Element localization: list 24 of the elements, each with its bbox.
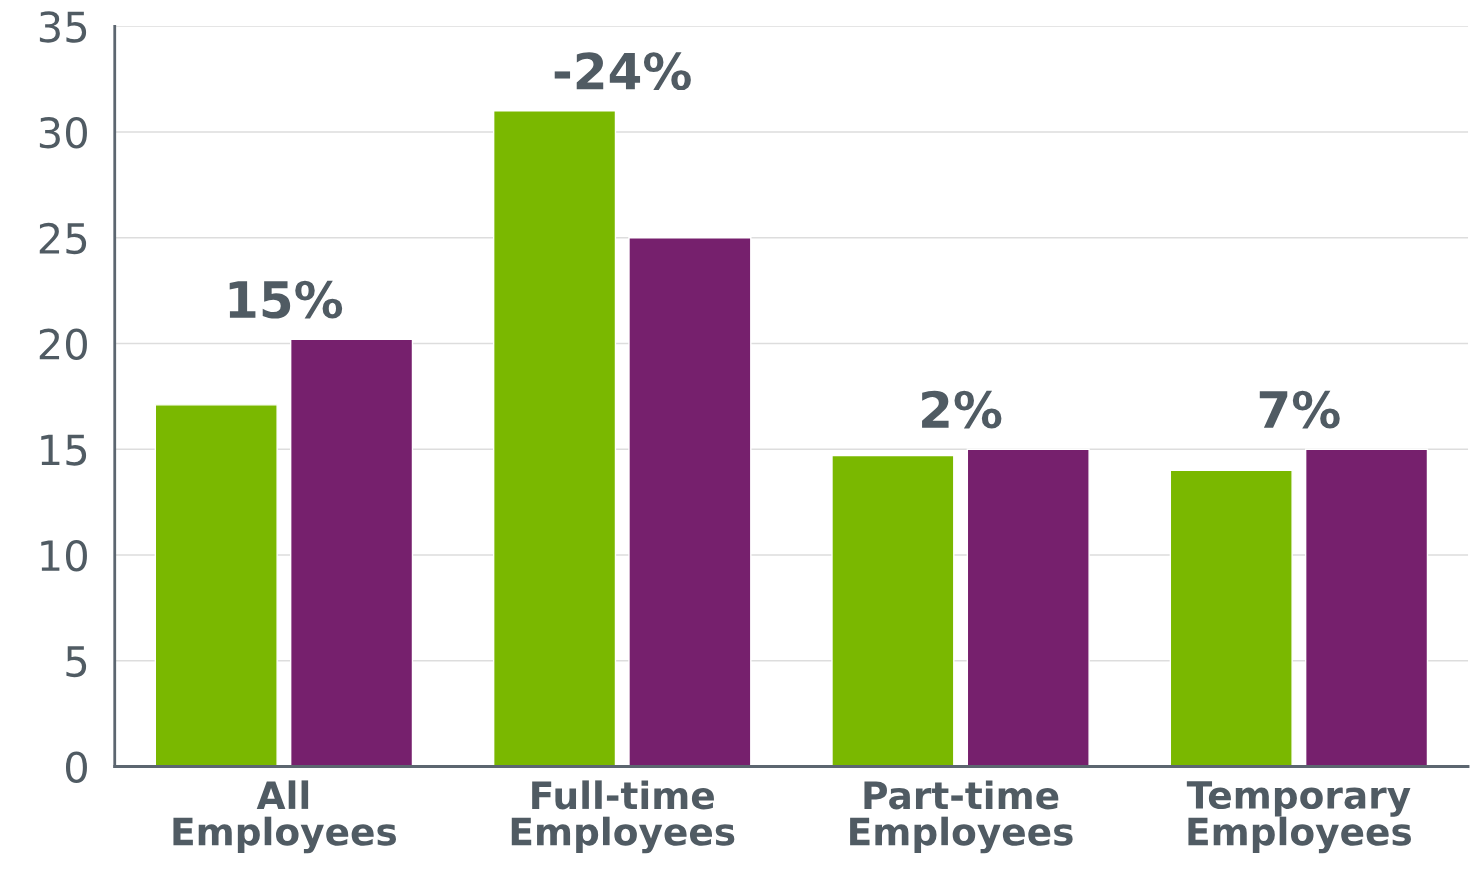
y-tick-label: 5	[66, 646, 87, 678]
bar	[492, 110, 617, 767]
bar	[966, 448, 1090, 767]
x-tick-label: Full-time Employees	[511, 780, 735, 854]
y-tick-label: 35	[39, 11, 87, 43]
y-tick-label: 30	[39, 116, 87, 149]
y-tick-label: 0	[65, 751, 87, 783]
x-tick-label: Temporary Employees	[1186, 781, 1411, 854]
bar	[831, 454, 955, 767]
bar	[628, 237, 752, 767]
y-tick-label: 15	[41, 434, 87, 466]
bar	[1169, 469, 1293, 767]
annotation: 2%	[922, 390, 1002, 429]
annotation: 15%	[229, 280, 343, 319]
x-tick-label: Part-time Employees	[850, 780, 1073, 854]
y-tick-label: 10	[41, 539, 87, 572]
y-tick-label: 20	[39, 328, 87, 360]
bar	[1304, 448, 1429, 767]
bar	[289, 338, 414, 767]
annotation: 7%	[1259, 390, 1340, 429]
y-tick-label: 25	[39, 222, 87, 255]
bar	[154, 404, 278, 767]
annotation: -24%	[554, 52, 691, 91]
x-tick-label: All Employees	[173, 780, 397, 854]
